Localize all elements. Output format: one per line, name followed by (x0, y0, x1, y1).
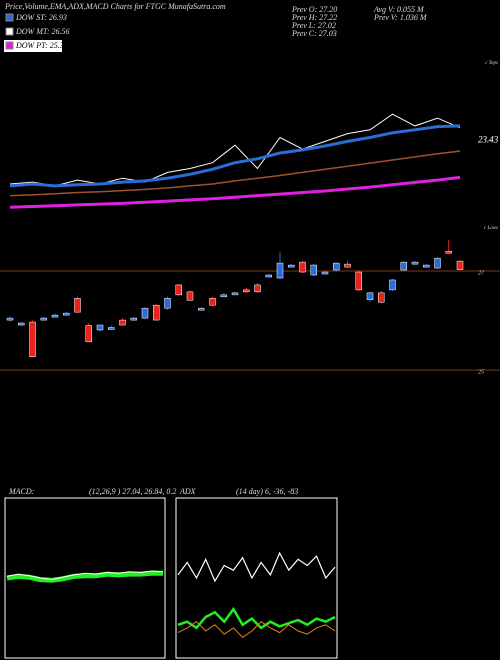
candle-body (186, 291, 194, 301)
candle-body (243, 289, 250, 293)
legend-text: DOW ST: 26.93 (15, 13, 67, 22)
series-line (9, 124, 461, 188)
candle-body (310, 264, 317, 276)
candle-body (456, 260, 464, 270)
panel-label: c Lows (484, 226, 498, 231)
candle-body (130, 317, 137, 321)
candle-body (164, 298, 171, 309)
candle-body (85, 325, 92, 343)
series-line (6, 570, 164, 581)
candle-body (153, 304, 160, 321)
prev-price: Prev H: 27.22 (291, 13, 337, 22)
volume-info: Prev V: 1.036 M (373, 13, 428, 22)
candle-body (389, 279, 396, 291)
candle-body (175, 284, 182, 296)
candle-body (51, 314, 59, 318)
panel-title: ADX (179, 487, 197, 496)
candle-body (378, 292, 385, 303)
page-title: Price,Volume,EMA,ADX,MACD Charts for FTG… (4, 2, 226, 11)
series-line (177, 606, 336, 630)
candle-body (333, 262, 340, 271)
series-line (177, 621, 336, 638)
adx-panel (175, 497, 338, 659)
legend-swatch (5, 13, 14, 22)
candle-body (6, 317, 14, 321)
series-line (9, 113, 461, 187)
candle-body (141, 307, 149, 319)
candle-body (355, 271, 362, 291)
legend-highlight (4, 40, 62, 52)
candle-body (220, 294, 227, 298)
series-line (177, 551, 336, 583)
candle-body (254, 284, 261, 293)
prev-price: Prev C: 27.03 (291, 29, 337, 38)
series-line (9, 175, 461, 209)
candle-body (366, 292, 374, 301)
candle-body (198, 307, 205, 311)
candle-body (209, 298, 216, 306)
candle-body (321, 271, 329, 275)
candle-body (29, 321, 36, 357)
volume-info: Avg V: 0.055 M (373, 5, 425, 14)
candle-body (288, 264, 295, 268)
candle-body (63, 312, 70, 316)
candle-body (40, 317, 47, 321)
legend-text: DOW PT: 25.3 (15, 41, 64, 50)
candle-body (445, 250, 452, 254)
legend-swatch (5, 41, 14, 50)
candle-body (119, 319, 126, 326)
series-line (9, 150, 461, 197)
candle-body (423, 264, 430, 268)
candle-body (18, 322, 25, 326)
panel-label: c Tops (485, 61, 498, 66)
y-tick-label: 27 (478, 270, 485, 276)
candle-body (276, 262, 284, 279)
panel-title: MACD: (8, 487, 35, 496)
prev-price: Prev L: 27.02 (291, 21, 336, 30)
series-line (6, 570, 163, 583)
candle-body (400, 261, 407, 271)
candle-body (411, 261, 419, 265)
legend-swatch (5, 27, 14, 36)
candle-body (108, 327, 115, 330)
y-tick-label: 25 (478, 369, 484, 375)
candle-body (265, 274, 272, 278)
candle-body (74, 298, 81, 313)
panel-subtitle: (14 day) 6, -36, -83 (236, 487, 298, 496)
candle-body (299, 261, 306, 273)
panel-subtitle: (12,26,9 ) 27.04, 26.84, 0.2 (89, 487, 176, 496)
y-tick-label: 23.43 (478, 134, 499, 144)
legend-text: DOW MT: 26.56 (15, 27, 70, 36)
prev-price: Prev O: 27.20 (291, 5, 337, 14)
candle-body (344, 263, 351, 268)
candle-body (96, 324, 104, 331)
candle-body (434, 257, 441, 269)
candle-body (231, 292, 239, 296)
